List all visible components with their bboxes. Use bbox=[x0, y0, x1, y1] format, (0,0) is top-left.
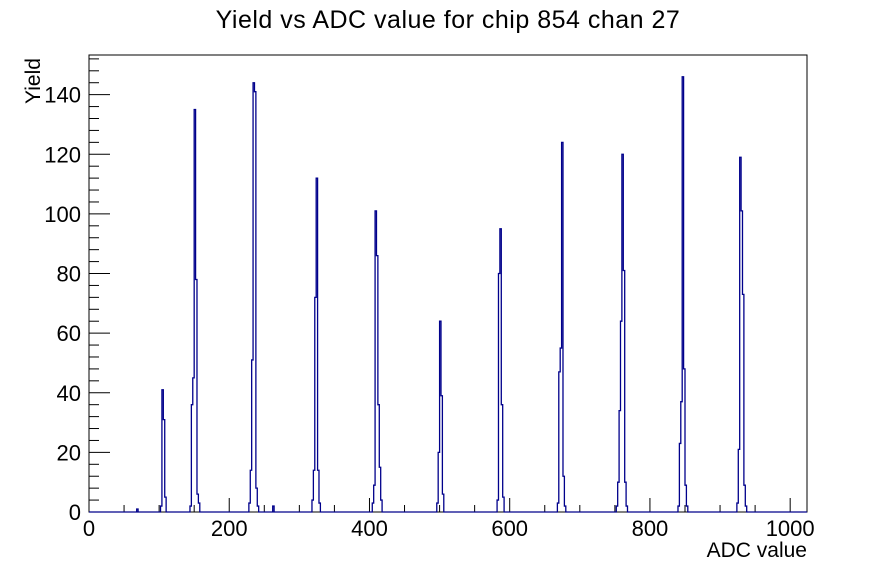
y-tick-label: 60 bbox=[57, 321, 81, 346]
y-tick-labels: 0 20 40 60 80 100 120 140 bbox=[44, 83, 81, 525]
y-tick-label: 0 bbox=[69, 500, 81, 525]
y-tick-label: 80 bbox=[57, 262, 81, 287]
x-tick-labels: 0 200 400 600 800 1000 bbox=[83, 516, 815, 541]
chart-title: Yield vs ADC value for chip 854 chan 27 bbox=[215, 6, 681, 34]
x-tick-label: 400 bbox=[351, 516, 388, 541]
y-axis-ticks bbox=[89, 58, 110, 513]
x-tick-label: 200 bbox=[211, 516, 248, 541]
y-tick-label: 40 bbox=[57, 381, 81, 406]
y-tick-label: 140 bbox=[44, 83, 81, 108]
x-tick-label: 0 bbox=[83, 516, 95, 541]
y-tick-label: 100 bbox=[44, 202, 81, 227]
y-axis-title: Yield bbox=[22, 58, 45, 104]
x-tick-label: 600 bbox=[491, 516, 528, 541]
x-tick-label: 1000 bbox=[766, 516, 815, 541]
y-tick-label: 20 bbox=[57, 440, 81, 465]
histogram-path bbox=[89, 76, 807, 513]
x-axis-title: ADC value bbox=[706, 539, 807, 562]
x-tick-label: 800 bbox=[632, 516, 669, 541]
y-tick-label: 120 bbox=[44, 142, 81, 167]
x-axis-ticks bbox=[88, 498, 791, 512]
